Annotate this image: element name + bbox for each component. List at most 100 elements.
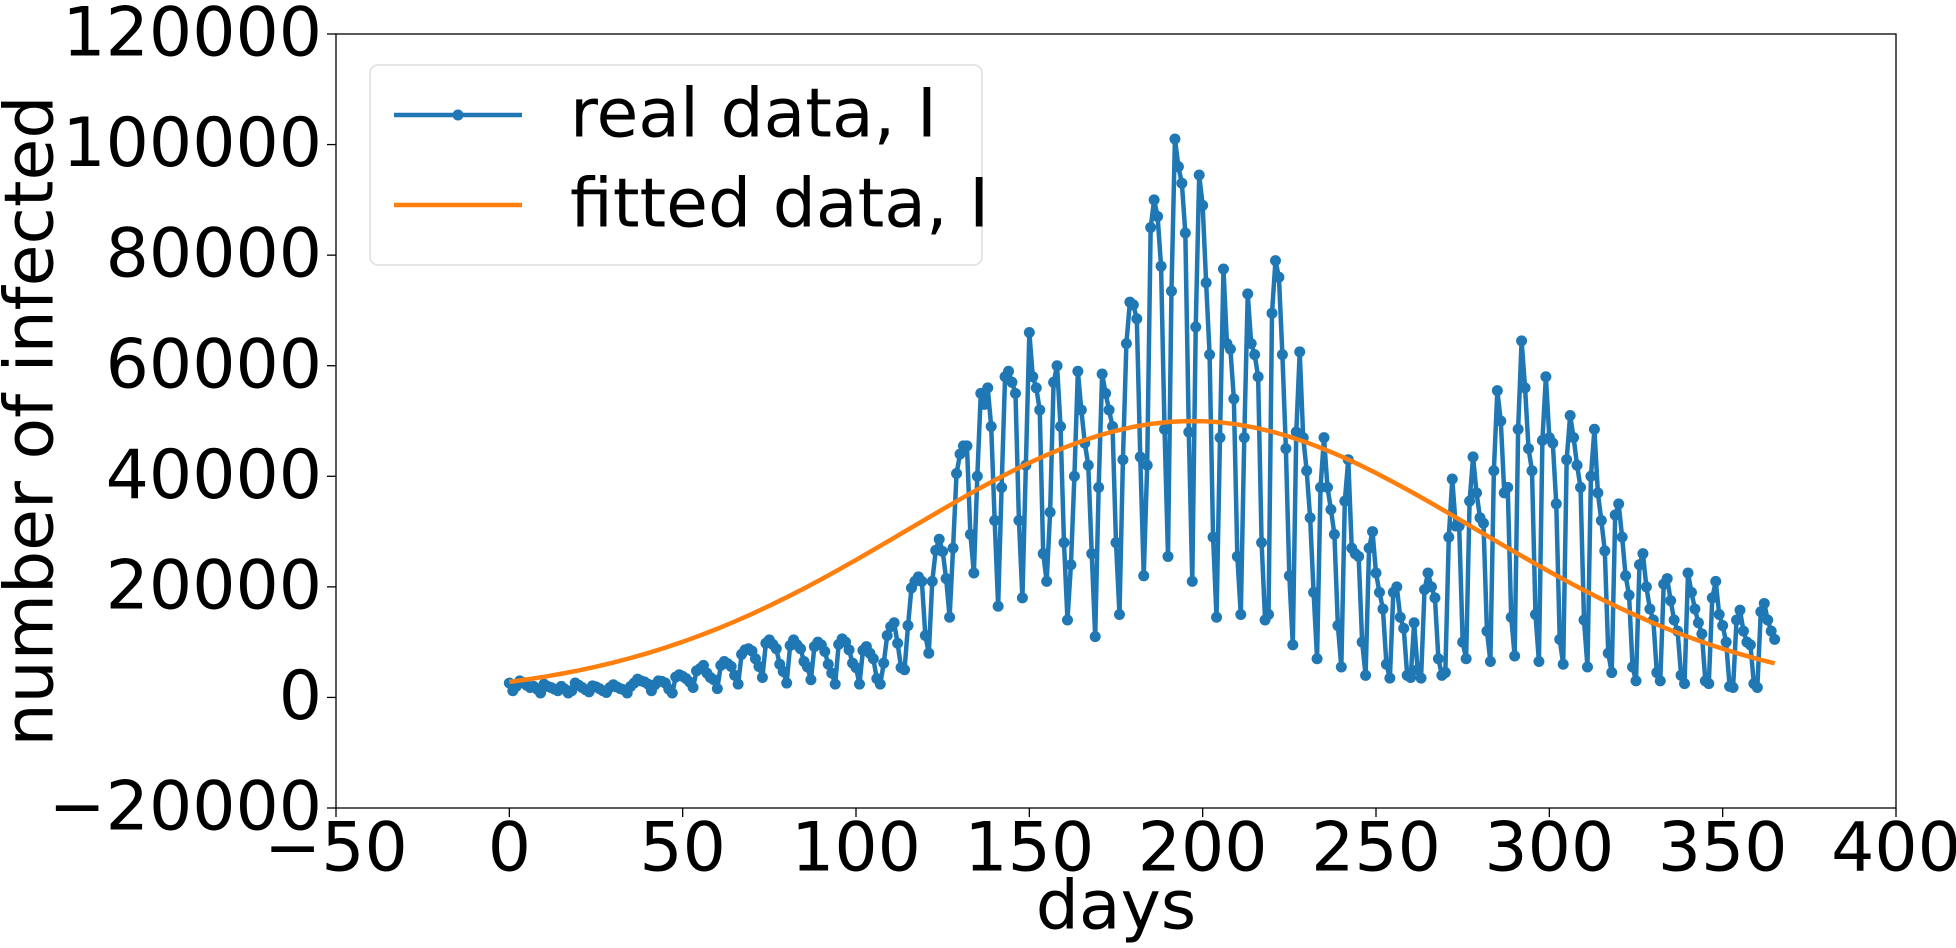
data-point [1183, 426, 1195, 438]
y-tick-label: 60000 [106, 325, 322, 404]
data-point [1044, 506, 1056, 518]
data-point [781, 677, 793, 689]
data-point [1495, 415, 1507, 427]
data-point [1172, 161, 1184, 173]
data-point [1405, 672, 1417, 684]
data-point [881, 630, 893, 642]
data-point [1384, 672, 1396, 684]
data-point [819, 646, 831, 658]
y-tick-label: 0 [279, 657, 322, 736]
data-point [1252, 371, 1264, 383]
data-point [1651, 667, 1663, 679]
data-point [1550, 498, 1562, 510]
data-point [1186, 575, 1198, 587]
data-point [1120, 338, 1132, 350]
data-point [1425, 581, 1437, 593]
data-point [1283, 570, 1295, 582]
data-point [933, 533, 945, 545]
data-point [729, 669, 741, 681]
data-point [1377, 603, 1389, 615]
data-point [1089, 631, 1101, 643]
y-tick-label: 80000 [106, 215, 322, 294]
data-point [1692, 617, 1704, 629]
data-point [1197, 199, 1209, 211]
data-point [1266, 307, 1278, 319]
data-point [1200, 277, 1212, 289]
data-point [937, 545, 949, 557]
data-point [1471, 487, 1483, 499]
data-point [964, 528, 976, 540]
data-point [1162, 550, 1174, 562]
data-point [1245, 338, 1257, 350]
data-point [1644, 603, 1656, 615]
data-point [1432, 653, 1444, 665]
data-point [1592, 487, 1604, 499]
data-point [1082, 459, 1094, 471]
data-point [1190, 321, 1202, 333]
data-point [1231, 550, 1243, 562]
data-point [1141, 459, 1153, 471]
data-point [1304, 512, 1316, 524]
data-point [1731, 614, 1743, 626]
y-tick-label: 100000 [62, 104, 322, 183]
data-point [1009, 387, 1021, 399]
data-point [1075, 404, 1087, 416]
data-point [1623, 589, 1635, 601]
data-point [843, 644, 855, 656]
data-point [1717, 620, 1729, 632]
data-point [1751, 681, 1763, 693]
data-point [1568, 432, 1580, 444]
data-point [1086, 548, 1098, 560]
data-point [1328, 528, 1340, 540]
data-point [1207, 531, 1219, 543]
data-point [1068, 470, 1080, 482]
data-point [753, 660, 765, 672]
x-tick-label: 250 [1311, 809, 1441, 888]
data-point [1235, 609, 1247, 620]
data-point [1713, 609, 1725, 620]
data-point [1335, 661, 1347, 673]
data-point [1311, 653, 1323, 665]
data-point [1051, 360, 1063, 372]
data-point [826, 667, 838, 679]
data-point [1269, 255, 1281, 267]
data-point [878, 657, 890, 669]
data-point [777, 665, 789, 677]
data-point [1630, 675, 1642, 687]
data-point [1443, 531, 1455, 543]
data-point [1415, 672, 1427, 684]
data-point [1072, 365, 1084, 377]
x-tick-label: 50 [639, 809, 726, 888]
data-point [1055, 421, 1067, 433]
data-point [1661, 573, 1673, 585]
data-point [892, 637, 904, 649]
data-point [996, 481, 1008, 493]
data-point [1734, 604, 1746, 616]
data-point [1127, 299, 1139, 311]
data-point [1367, 526, 1379, 538]
data-point [982, 382, 994, 394]
data-point [961, 440, 973, 452]
data-point [1037, 548, 1049, 560]
data-point [985, 421, 997, 433]
data-point [1679, 678, 1691, 690]
data-point [1703, 678, 1715, 690]
data-point [805, 674, 817, 686]
data-point [1585, 470, 1597, 482]
data-point [1325, 503, 1337, 515]
data-point [1620, 570, 1632, 582]
data-point [1682, 567, 1694, 579]
data-point [1380, 658, 1392, 670]
data-point [535, 687, 547, 699]
data-point [1165, 285, 1177, 297]
data-point [1467, 451, 1479, 463]
data-point [1214, 432, 1226, 444]
y-tick-label: 120000 [62, 0, 322, 73]
legend-marker [452, 109, 464, 121]
data-point [1065, 559, 1077, 571]
data-point [1484, 655, 1496, 667]
data-point [1408, 617, 1420, 629]
data-point [1412, 664, 1424, 676]
data-point [923, 647, 935, 659]
data-point [1602, 647, 1614, 659]
